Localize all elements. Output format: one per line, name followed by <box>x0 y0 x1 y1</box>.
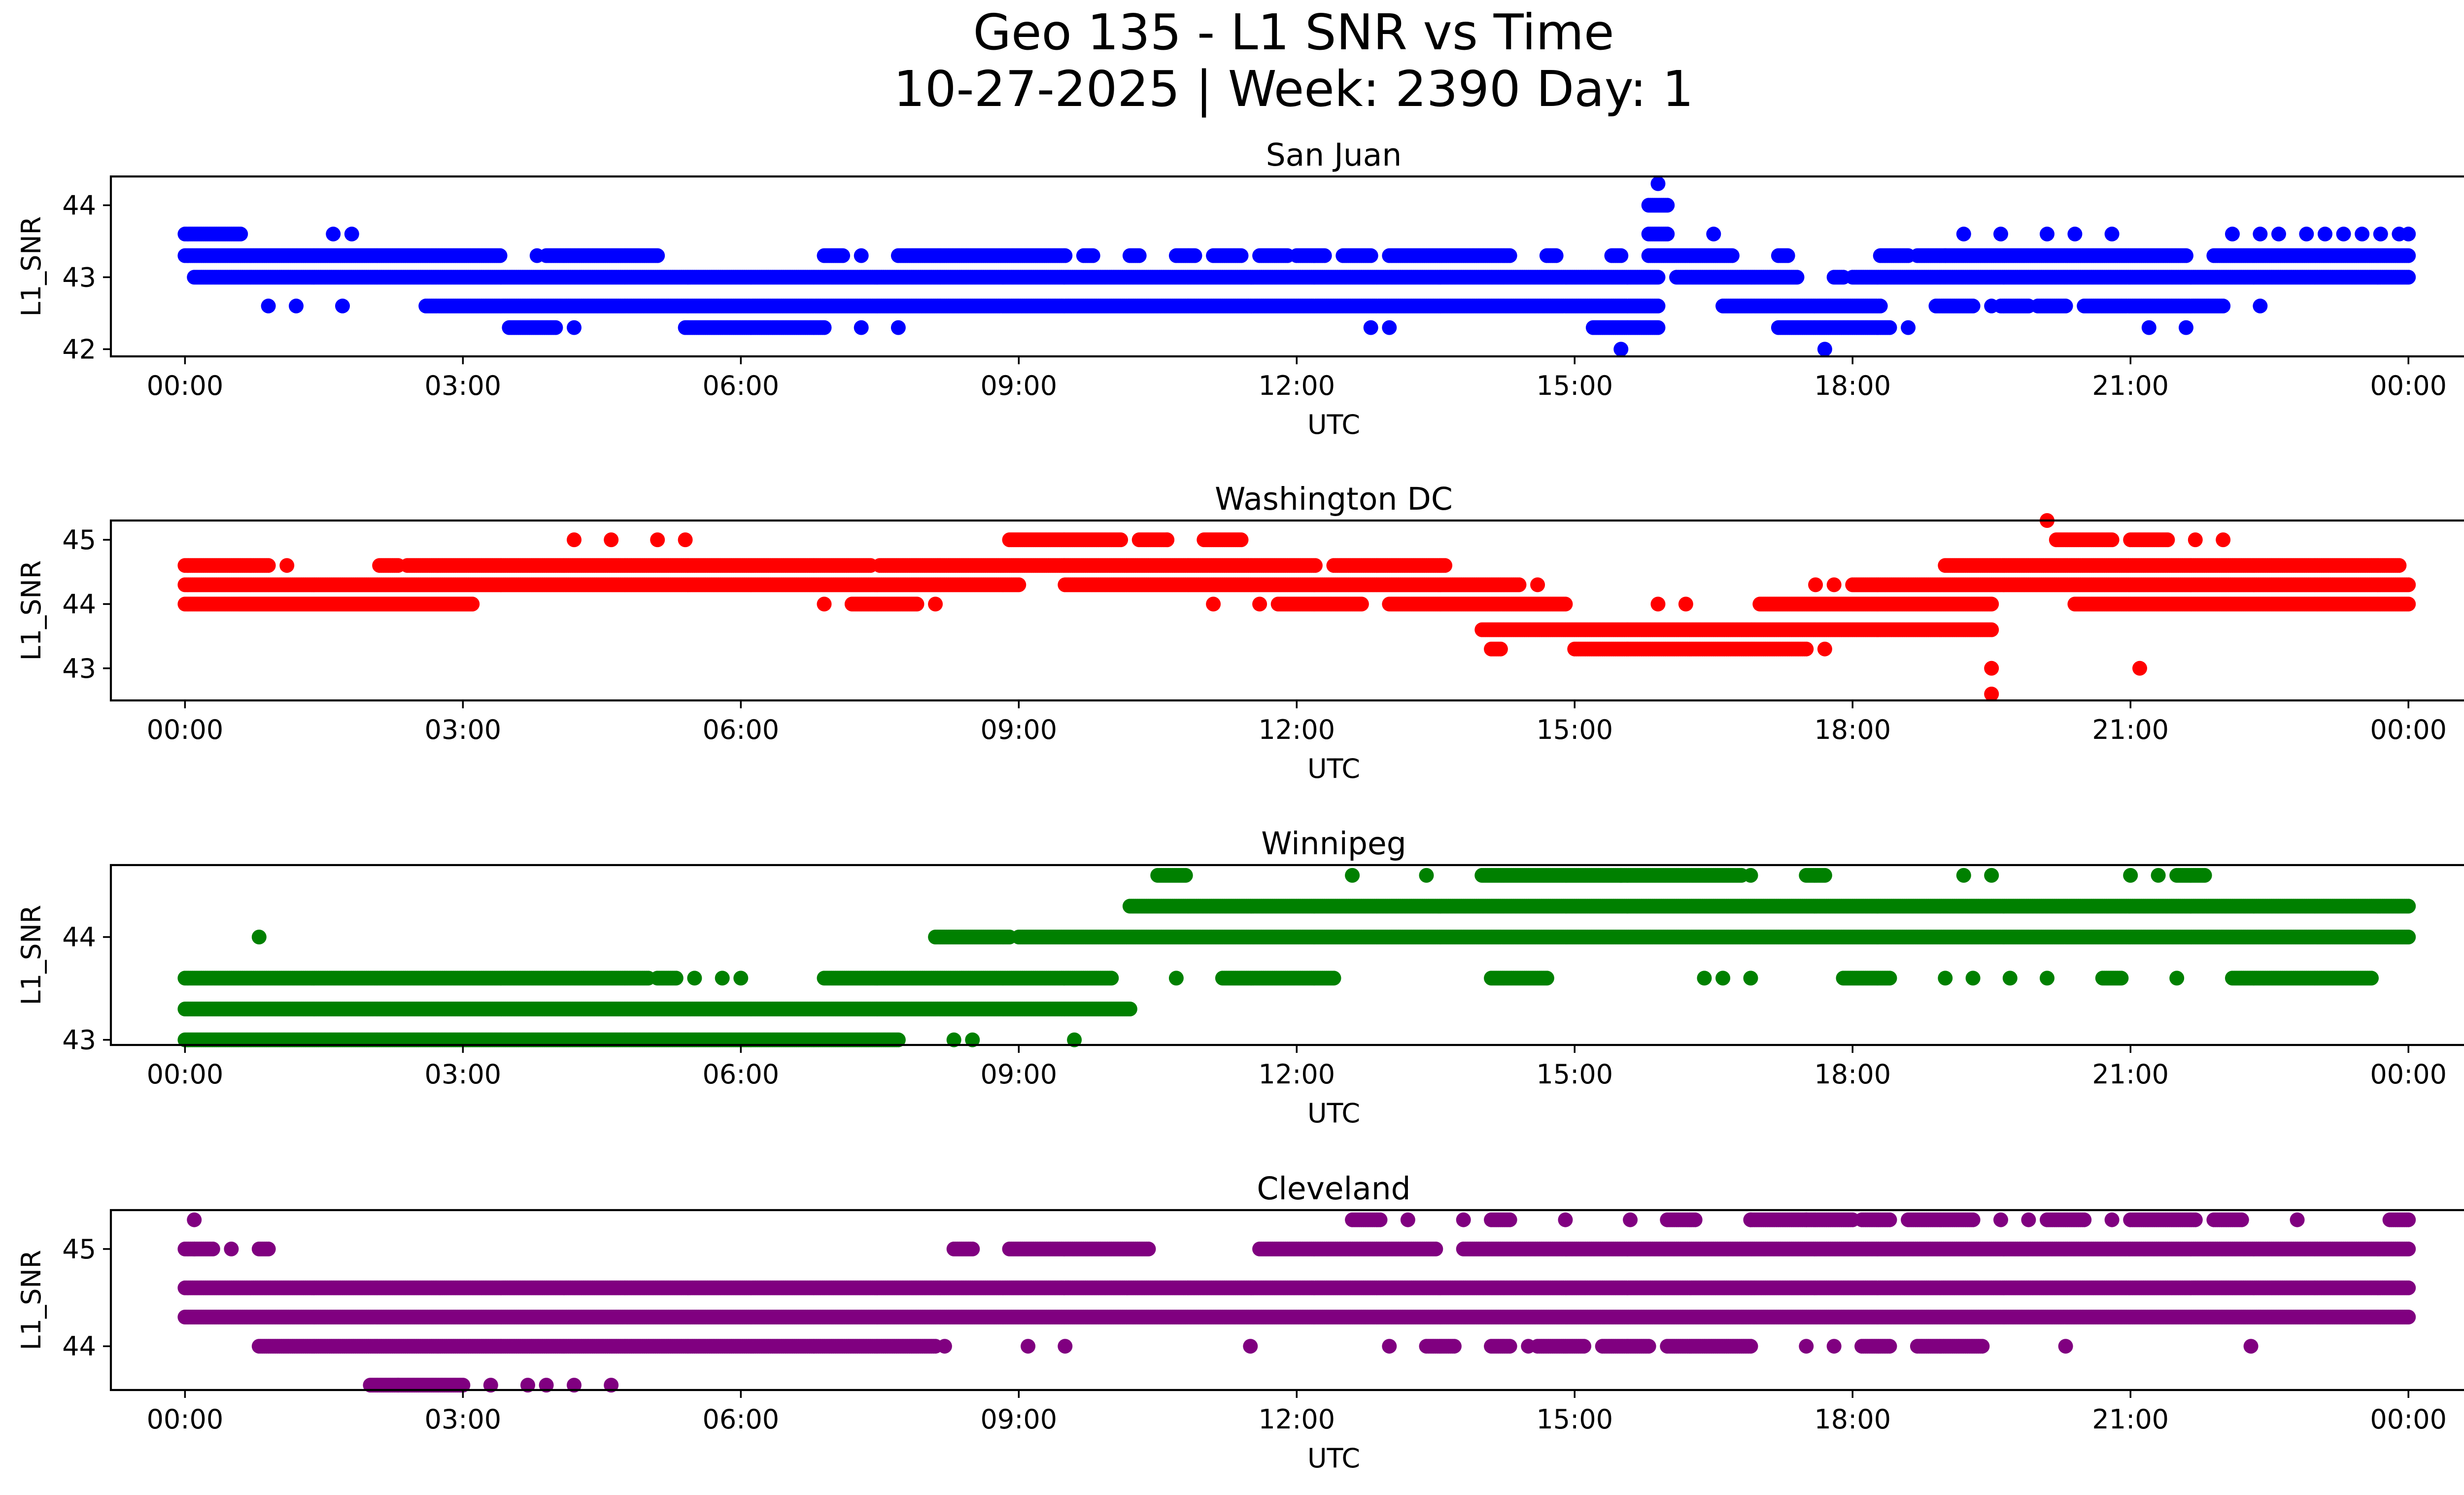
x-tick-label: 00:00 <box>147 370 224 401</box>
data-point <box>1706 226 1721 242</box>
data-point <box>1085 248 1100 263</box>
subplot-title: Washington DC <box>1215 481 1453 517</box>
data-point <box>854 320 869 335</box>
data-point <box>548 320 563 335</box>
data-point <box>1131 248 1147 263</box>
data-point <box>1307 558 1323 573</box>
x-tick-label: 21:00 <box>2092 370 2169 401</box>
x-tick-label: 00:00 <box>2370 370 2447 401</box>
scatter-series <box>177 176 2416 357</box>
x-tick-label: 06:00 <box>703 370 780 401</box>
data-point <box>1724 248 1740 263</box>
x-tick-label: 12:00 <box>1258 370 1335 401</box>
data-point <box>1901 320 1916 335</box>
data-point <box>1650 320 1666 335</box>
x-tick-label: 03:00 <box>425 370 502 401</box>
data-point <box>1233 248 1249 263</box>
data-point <box>1873 298 1888 313</box>
data-point <box>890 320 906 335</box>
data-point <box>1984 298 1999 313</box>
x-tick-label: 15:00 <box>1536 370 1613 401</box>
data-point <box>2401 226 2416 242</box>
data-point <box>2179 320 2193 335</box>
data-point <box>2040 226 2054 242</box>
data-point <box>2225 226 2240 242</box>
data-point <box>1956 226 1971 242</box>
data-point <box>492 248 508 263</box>
data-point <box>1789 270 1805 285</box>
data-point <box>2336 226 2351 242</box>
data-point <box>1650 298 1666 313</box>
data-point <box>1650 176 1666 191</box>
data-point <box>1613 342 1629 357</box>
data-point <box>261 558 276 573</box>
data-point <box>2401 270 2416 285</box>
data-point <box>335 298 350 313</box>
data-point <box>2299 226 2314 242</box>
data-point <box>650 248 665 263</box>
data-point <box>1317 248 1332 263</box>
data-point <box>1187 248 1202 263</box>
data-point <box>1817 342 1832 357</box>
data-point <box>233 226 248 242</box>
data-point <box>2216 298 2231 313</box>
data-point <box>529 248 545 263</box>
y-tick-label: 42 <box>62 334 96 365</box>
x-axis-label: UTC <box>1307 409 1360 440</box>
data-point <box>1363 248 1378 263</box>
data-point <box>279 558 295 573</box>
data-point <box>2373 226 2388 242</box>
subplots: San Juan 00:00 03:00 06:00 09:00 12:00 15:00 18… <box>16 137 2464 1474</box>
data-point <box>2318 226 2332 242</box>
data-point <box>326 226 341 242</box>
data-point <box>2392 558 2407 573</box>
x-tick-label: 09:00 <box>981 370 1058 401</box>
data-point <box>2179 248 2193 263</box>
x-tick-label: 18:00 <box>1814 370 1891 401</box>
data-point <box>1382 320 1397 335</box>
data-point <box>1660 198 1675 213</box>
figure-title-line2: 10-27-2025 | Week: 2390 Day: 1 <box>893 60 1693 118</box>
y-tick-label: 44 <box>62 190 96 221</box>
figure-title-line1: Geo 135 - L1 SNR vs Time <box>973 3 1614 61</box>
data-point <box>1660 226 1675 242</box>
data-point <box>261 298 276 313</box>
data-point <box>1502 248 1517 263</box>
data-point <box>817 320 832 335</box>
data-point <box>1548 248 1564 263</box>
data-point <box>1437 558 1453 573</box>
data-point <box>344 226 359 242</box>
data-point <box>854 248 869 263</box>
data-point <box>2141 320 2156 335</box>
data-point <box>1780 248 1795 263</box>
data-point <box>1993 226 2008 242</box>
subplot-0: San Juan 00:00 03:00 06:00 09:00 12:00 15:00 18… <box>16 137 2464 440</box>
y-axis-label: L1_SNR <box>16 216 47 317</box>
data-point <box>2355 226 2370 242</box>
data-point <box>1011 577 1027 592</box>
data-point <box>567 320 582 335</box>
data-point <box>1363 320 1378 335</box>
y-tick-label: 43 <box>62 262 96 293</box>
data-point <box>1511 577 1527 592</box>
data-point <box>835 248 851 263</box>
data-point <box>1882 320 1897 335</box>
data-point <box>2401 248 2416 263</box>
data-point <box>2104 226 2120 242</box>
data-point <box>2253 298 2268 313</box>
data-point <box>2058 298 2073 313</box>
data-point <box>1613 248 1629 263</box>
data-point <box>289 298 304 313</box>
subplot-title: San Juan <box>1266 137 1402 173</box>
data-point <box>2253 226 2268 242</box>
data-point <box>1650 270 1666 285</box>
data-point <box>2271 226 2286 242</box>
data-point <box>1965 298 1981 313</box>
data-point <box>2067 226 2083 242</box>
data-point <box>1058 248 1073 263</box>
